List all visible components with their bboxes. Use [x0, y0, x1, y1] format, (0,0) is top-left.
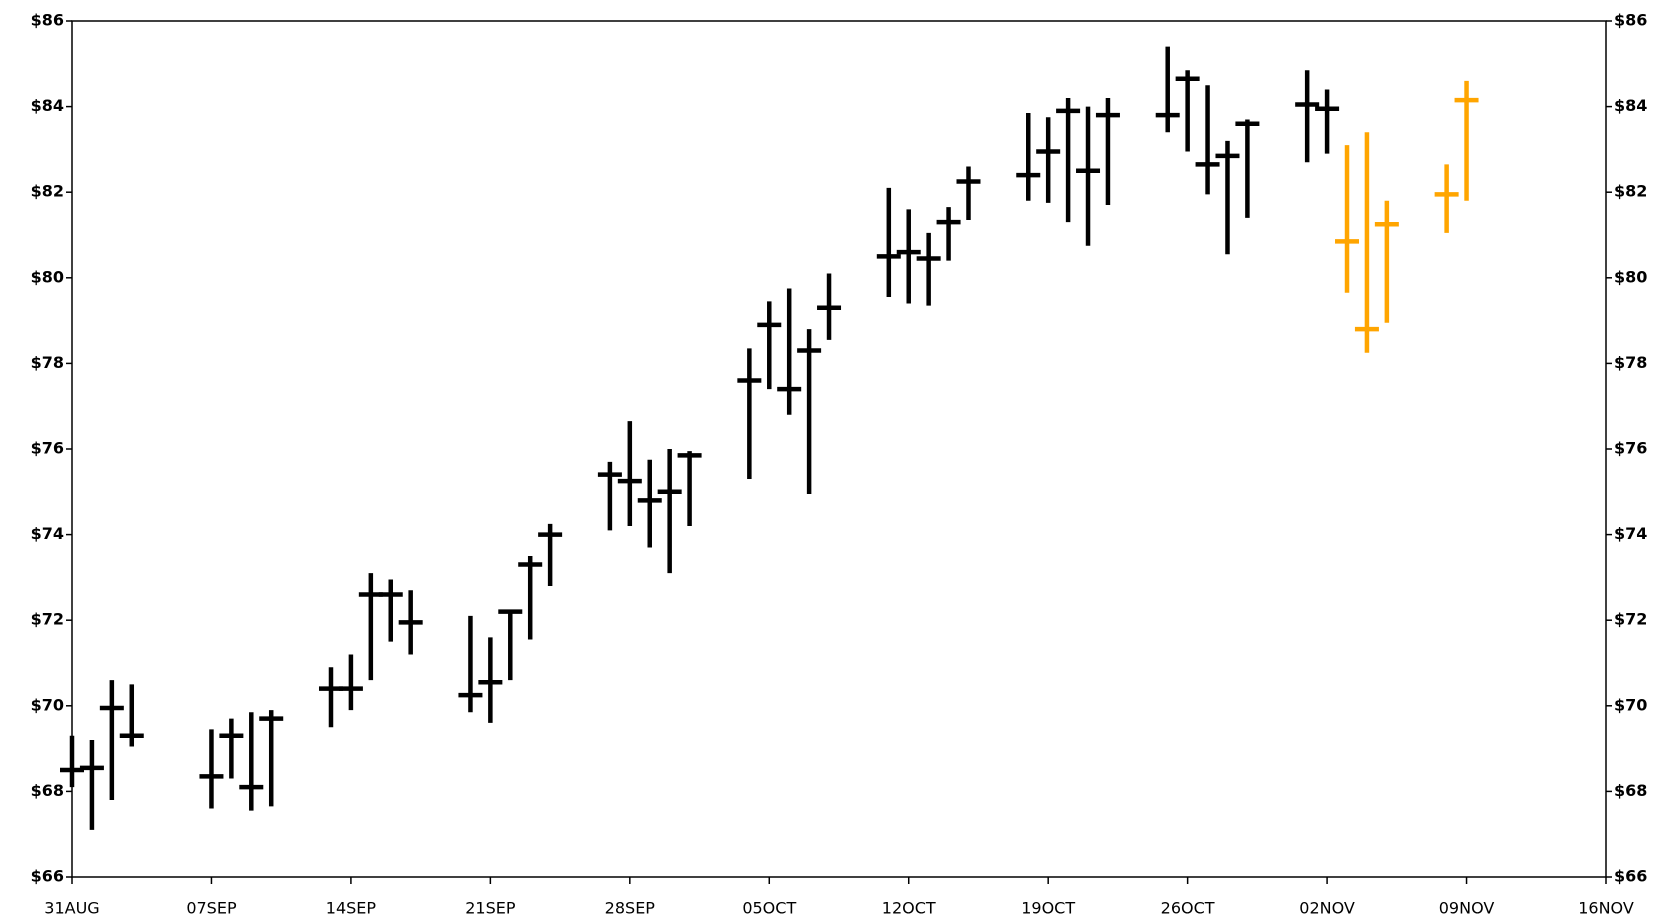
- x-tick-label: 21SEP: [465, 899, 516, 918]
- y2-tick-label: $86: [1614, 11, 1647, 30]
- y2-tick-label: $84: [1614, 96, 1647, 115]
- x-tick-label: 28SEP: [605, 899, 656, 918]
- y-tick-label: $82: [31, 182, 64, 201]
- y2-tick-label: $74: [1614, 524, 1647, 543]
- x-tick-label: 26OCT: [1161, 899, 1215, 918]
- y-tick-label: $70: [31, 695, 64, 714]
- y-tick-label: $80: [31, 267, 64, 286]
- y-tick-label: $74: [31, 524, 64, 543]
- x-tick-label: 05OCT: [742, 899, 796, 918]
- x-tick-label: 19OCT: [1021, 899, 1075, 918]
- x-tick-label: 09NOV: [1439, 899, 1495, 918]
- y2-tick-label: $68: [1614, 781, 1647, 800]
- x-tick-label: 31AUG: [44, 899, 99, 918]
- y-tick-label: $78: [31, 353, 64, 372]
- x-tick-label: 02NOV: [1299, 899, 1355, 918]
- y2-tick-label: $78: [1614, 353, 1647, 372]
- y-tick-label: $84: [31, 96, 64, 115]
- y-tick-label: $68: [31, 781, 64, 800]
- plot-frame: [71, 20, 1607, 878]
- x-tick-label: 12OCT: [882, 899, 936, 918]
- y2-tick-label: $66: [1614, 867, 1647, 886]
- y2-tick-label: $70: [1614, 695, 1647, 714]
- y2-tick-label: $82: [1614, 182, 1647, 201]
- y-tick-label: $76: [31, 439, 64, 458]
- y2-tick-label: $72: [1614, 610, 1647, 629]
- y-tick-label: $72: [31, 610, 64, 629]
- x-tick-label: 16NOV: [1578, 899, 1634, 918]
- y2-tick-label: $76: [1614, 439, 1647, 458]
- y2-tick-label: $80: [1614, 267, 1647, 286]
- y-tick-label: $66: [31, 867, 64, 886]
- x-tick-label: 14SEP: [326, 899, 377, 918]
- x-tick-label: 07SEP: [186, 899, 237, 918]
- y-tick-label: $86: [31, 11, 64, 30]
